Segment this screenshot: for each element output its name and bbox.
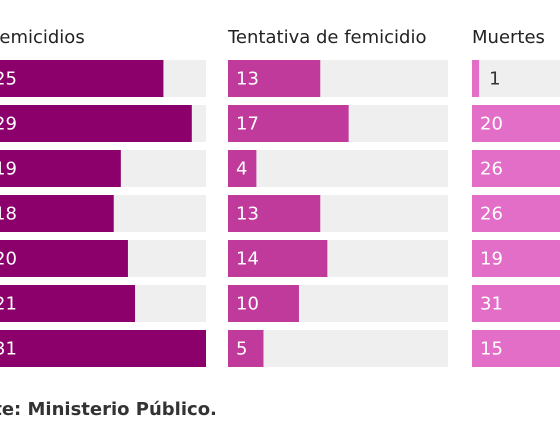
value-label: 10 xyxy=(236,294,259,315)
bar xyxy=(472,195,560,232)
value-label: 26 xyxy=(480,204,503,225)
bar xyxy=(0,330,206,367)
bar xyxy=(228,285,299,322)
bar xyxy=(0,285,136,322)
bar xyxy=(228,150,257,187)
bar xyxy=(228,105,349,142)
value-label: 17 xyxy=(236,114,259,135)
bar-track xyxy=(228,150,448,187)
value-label: 31 xyxy=(480,294,503,315)
bar xyxy=(228,330,264,367)
value-label: 4 xyxy=(236,159,247,180)
value-label: 19 xyxy=(480,249,503,270)
bar xyxy=(472,240,560,277)
value-label: 25 xyxy=(0,69,17,90)
value-label: 20 xyxy=(480,114,503,135)
value-label: 15 xyxy=(480,339,503,360)
value-label: 13 xyxy=(236,204,259,225)
value-label: 14 xyxy=(236,249,259,270)
source-note: Fuente: Ministerio Público. xyxy=(0,399,217,420)
value-label: 1 xyxy=(489,69,500,90)
bar xyxy=(472,105,560,142)
value-label: 19 xyxy=(0,159,17,180)
value-label: 20 xyxy=(0,249,17,270)
bar xyxy=(228,195,321,232)
bar-track xyxy=(472,60,560,97)
bar xyxy=(0,150,121,187)
value-label: 21 xyxy=(0,294,17,315)
value-label: 26 xyxy=(480,159,503,180)
value-label: 13 xyxy=(236,69,259,90)
bar xyxy=(0,60,164,97)
bar xyxy=(228,60,321,97)
bar xyxy=(472,330,560,367)
value-label: 29 xyxy=(0,114,17,135)
panel-title: Tentativa de femicidio xyxy=(227,27,426,48)
value-label: 5 xyxy=(236,339,247,360)
value-label: 31 xyxy=(0,339,17,360)
panel-title: Femicidios xyxy=(0,27,85,48)
bar xyxy=(472,150,560,187)
bar xyxy=(472,60,480,97)
bar xyxy=(0,240,128,277)
bar xyxy=(0,195,114,232)
bar xyxy=(472,285,560,322)
panel-title: Muertes xyxy=(472,27,545,48)
bar xyxy=(228,240,328,277)
bar-track xyxy=(228,330,448,367)
value-label: 18 xyxy=(0,204,17,225)
bar xyxy=(0,105,192,142)
